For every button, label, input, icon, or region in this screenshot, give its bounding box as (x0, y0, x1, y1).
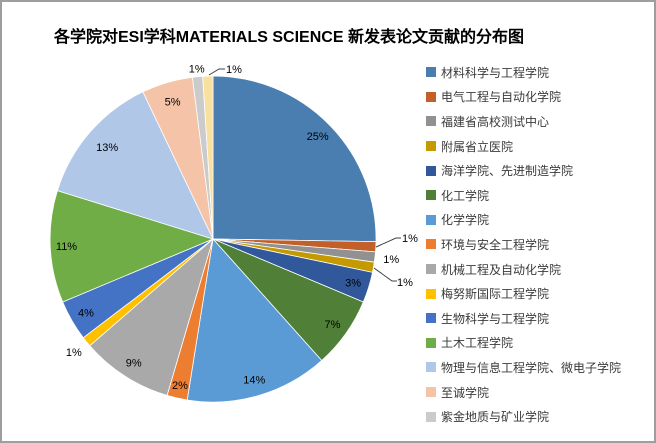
pie-slice (89, 238, 214, 396)
legend-item: 福建省高校测试中心 (426, 109, 621, 134)
legend-label: 环境与安全工程学院 (441, 237, 550, 252)
legend-swatch-icon (426, 313, 436, 324)
legend-label: 化工学院 (441, 188, 490, 203)
legend-swatch-icon (426, 91, 436, 102)
percent-label: 4% (78, 307, 94, 319)
percent-label: 11% (56, 241, 77, 253)
legend-item: 环境与安全工程学院 (426, 232, 621, 257)
pie-slice (186, 238, 323, 403)
legend-label: 梅努斯国际工程学院 (441, 287, 550, 302)
percent-label: 3% (345, 277, 361, 289)
legend-label: 材料科学与工程学院 (441, 65, 550, 80)
legend-item: 土木工程学院 (426, 331, 621, 356)
pie-slice (49, 190, 214, 303)
legend-swatch-icon (426, 165, 436, 176)
legend-label: 福建省高校测试中心 (441, 114, 550, 129)
legend-label: 海洋学院、先进制造学院 (441, 164, 574, 179)
legend-label: 生物科学与工程学院 (441, 311, 550, 326)
legend-swatch-icon (426, 362, 436, 373)
percent-label: 14% (243, 375, 265, 387)
chart-title: 各学院对ESI学科MATERIALS SCIENCE 新发表论文贡献的分布图 (54, 29, 524, 46)
percent-label: 1% (402, 233, 418, 245)
percent-label: 2% (172, 380, 188, 392)
label-leader-line (375, 237, 401, 248)
legend-label: 机械工程及自动化学院 (441, 262, 562, 277)
legend-label: 紫金地质与矿业学院 (441, 410, 550, 425)
legend-swatch-icon (426, 288, 436, 299)
percent-label: 1% (226, 64, 242, 76)
legend-swatch-icon (426, 214, 436, 225)
legend-swatch-icon (426, 67, 436, 78)
legend-item: 化工学院 (426, 183, 621, 208)
label-leader-line (208, 68, 225, 76)
legend-label: 化学学院 (441, 213, 490, 228)
percent-label: 1% (383, 254, 399, 266)
pie-slice (212, 75, 377, 242)
legend-item: 梅努斯国际工程学院 (426, 281, 621, 306)
legend-swatch-icon (426, 387, 436, 398)
legend-label: 土木工程学院 (441, 336, 514, 351)
legend-swatch-icon (426, 141, 436, 152)
legend-item: 海洋学院、先进制造学院 (426, 158, 621, 183)
legend-item: 化学学院 (426, 208, 621, 233)
percent-label: 1% (397, 277, 413, 289)
percent-label: 13% (96, 142, 118, 154)
percent-label: 1% (66, 347, 82, 359)
percent-label: 7% (325, 319, 341, 331)
legend-label: 附属省立医院 (441, 139, 514, 154)
pie-slice (202, 75, 214, 240)
percent-label: 1% (189, 63, 205, 75)
legend-item: 电气工程与自动化学院 (426, 85, 621, 110)
legend-swatch-icon (426, 337, 436, 348)
label-leader-line (373, 267, 397, 282)
legend-item: 机械工程及自动化学院 (426, 257, 621, 282)
legend-item: 附属省立医院 (426, 134, 621, 159)
legend-item: 物理与信息工程学院、微电子学院 (426, 355, 621, 380)
legend: 材料科学与工程学院 电气工程与自动化学院 福建省高校测试中心 附属省立医院海洋学院、先… (426, 60, 621, 429)
legend-swatch-icon (426, 239, 436, 250)
legend-swatch-icon (426, 116, 436, 127)
percent-label: 25% (307, 131, 329, 143)
percent-label: 5% (165, 96, 181, 108)
legend-item: 生物科学与工程学院 (426, 306, 621, 331)
legend-swatch-icon (426, 264, 436, 275)
legend-swatch-icon (426, 411, 436, 422)
legend-label: 至诚学院 (441, 385, 490, 400)
legend-item: 至诚学院 (426, 380, 621, 405)
legend-swatch-icon (426, 190, 436, 201)
legend-label: 电气工程与自动化学院 (441, 90, 562, 105)
percent-label: 9% (126, 357, 142, 369)
legend-item: 材料科学与工程学院 (426, 60, 621, 85)
legend-item: 紫金地质与矿业学院 (426, 404, 621, 429)
pie-chart: 25%1%1%1%3%7%14%2%9%1%4%11%13%5%1% 1% (49, 63, 418, 403)
pie-slice (57, 91, 214, 240)
legend-label: 物理与信息工程学院、微电子学院 (441, 360, 622, 375)
